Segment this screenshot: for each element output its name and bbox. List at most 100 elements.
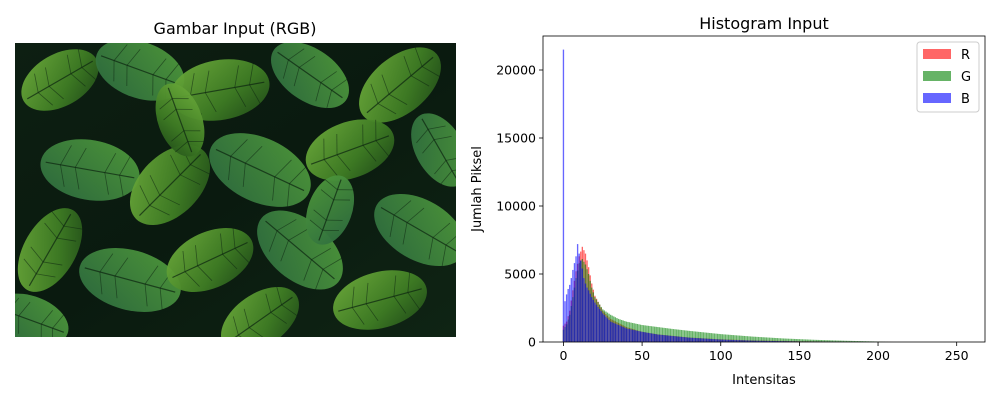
leaves-photo xyxy=(15,43,456,337)
bar xyxy=(816,339,818,342)
bar xyxy=(831,340,834,342)
bar xyxy=(685,330,687,342)
bar xyxy=(738,335,741,342)
bar xyxy=(620,326,623,342)
bar xyxy=(702,338,705,342)
bar xyxy=(716,333,719,342)
bar xyxy=(600,311,602,342)
bar xyxy=(676,336,678,342)
bar xyxy=(646,332,648,342)
bar xyxy=(570,278,572,342)
bar xyxy=(764,340,766,342)
y-tick-label: 10000 xyxy=(496,199,536,214)
bar xyxy=(822,340,824,342)
legend: RGB xyxy=(916,41,980,113)
bar xyxy=(583,278,585,342)
bar xyxy=(790,338,793,342)
bar xyxy=(801,339,804,342)
leaf xyxy=(15,293,69,337)
bar xyxy=(696,331,698,342)
leaf xyxy=(21,48,99,111)
bar xyxy=(677,329,679,342)
bar xyxy=(751,340,753,342)
bar xyxy=(668,328,670,342)
bar xyxy=(693,331,695,342)
y-tick-label: 15000 xyxy=(496,131,536,146)
histogram-bars xyxy=(562,49,901,342)
bar xyxy=(705,332,708,342)
bar xyxy=(682,330,684,342)
bar xyxy=(749,340,752,342)
bar xyxy=(863,341,865,342)
bar xyxy=(669,328,672,342)
bar xyxy=(713,339,716,342)
bar xyxy=(765,337,768,342)
x-tick-label: 200 xyxy=(866,348,890,363)
x-axis-label: Intensitas xyxy=(732,373,796,388)
leaf xyxy=(79,248,181,312)
bar xyxy=(754,340,757,342)
bar xyxy=(756,340,758,342)
bar xyxy=(638,331,640,342)
bar xyxy=(594,302,596,342)
bar xyxy=(584,283,587,342)
bar xyxy=(619,325,621,342)
bar xyxy=(663,327,665,342)
bar xyxy=(680,329,683,342)
bar xyxy=(715,339,717,342)
bar xyxy=(759,340,761,342)
bar xyxy=(805,339,807,342)
leaf xyxy=(333,270,427,330)
bar xyxy=(757,340,760,342)
bar xyxy=(776,338,779,342)
bar xyxy=(773,337,775,342)
bar xyxy=(643,332,645,342)
y-axis-ticks: 0 5000 10000 15000 20000 xyxy=(496,63,543,350)
bar xyxy=(633,330,635,342)
bar xyxy=(858,341,860,342)
bar xyxy=(745,336,747,342)
bar xyxy=(773,341,775,342)
bar xyxy=(762,340,764,342)
bar xyxy=(666,335,668,342)
bar xyxy=(811,339,813,342)
bar xyxy=(828,340,830,342)
bar xyxy=(718,339,720,342)
bar xyxy=(852,340,854,342)
bar xyxy=(757,336,760,342)
bar xyxy=(606,318,609,342)
leaf xyxy=(359,46,441,123)
bar xyxy=(715,333,717,342)
bar xyxy=(740,335,742,342)
bar xyxy=(694,338,697,342)
bar xyxy=(850,340,852,342)
bar xyxy=(592,299,595,342)
bar xyxy=(707,332,709,342)
bar xyxy=(683,337,686,342)
bar xyxy=(721,334,723,342)
bar xyxy=(652,333,654,342)
bar xyxy=(650,333,653,342)
bar xyxy=(838,340,840,342)
bar xyxy=(745,340,747,342)
bar xyxy=(746,336,749,342)
bar xyxy=(616,324,618,342)
series-B xyxy=(562,49,893,342)
x-tick-label: 50 xyxy=(634,348,650,363)
bar xyxy=(639,331,642,342)
bar xyxy=(794,338,796,342)
bar xyxy=(694,331,697,342)
bar xyxy=(797,339,799,342)
bar xyxy=(731,339,733,342)
bar xyxy=(833,340,835,342)
bar xyxy=(679,329,681,342)
bar xyxy=(635,330,637,342)
bar xyxy=(771,337,774,342)
bar xyxy=(609,321,612,342)
bar xyxy=(860,341,862,342)
x-tick-label: 0 xyxy=(559,348,567,363)
bar xyxy=(756,336,758,342)
bar xyxy=(687,337,689,342)
bar xyxy=(836,340,838,342)
leaf xyxy=(40,139,140,201)
